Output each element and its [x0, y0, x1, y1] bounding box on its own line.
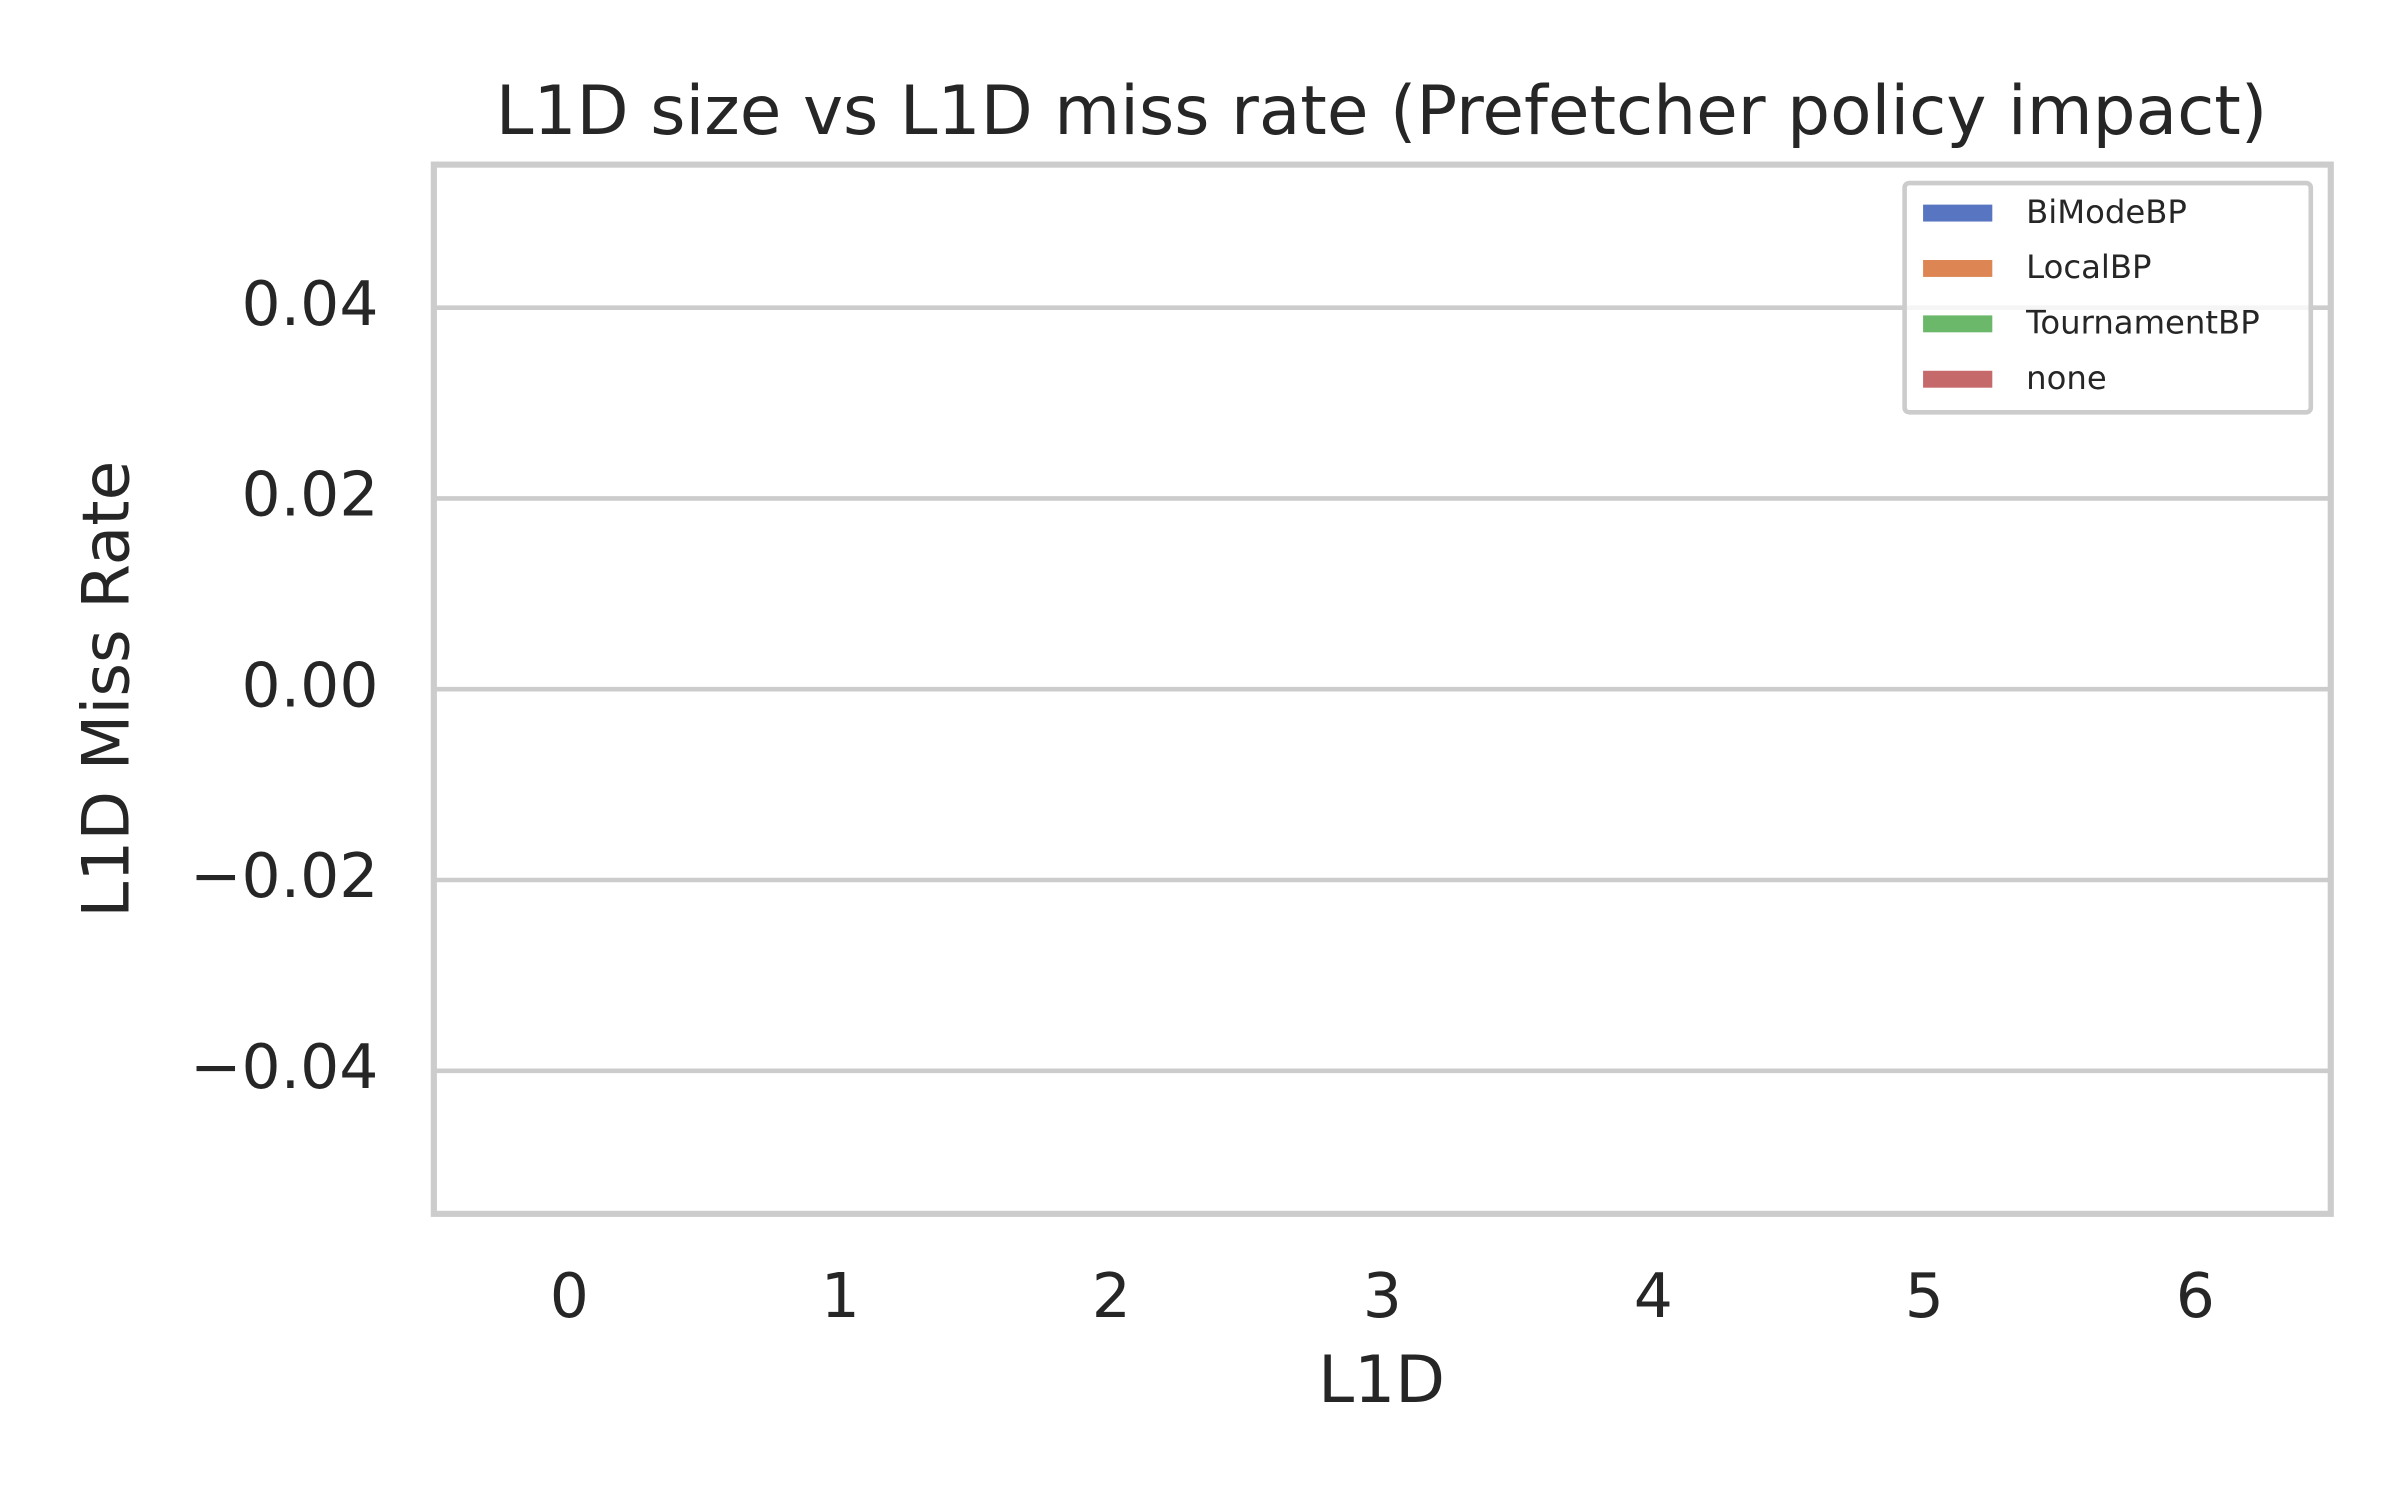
y-tick-label: 0.02 [241, 459, 378, 531]
chart-title: L1D size vs L1D miss rate (Prefetcher po… [496, 71, 2267, 150]
x-tick-label: 1 [821, 1260, 860, 1332]
y-tick-label: −0.04 [190, 1031, 379, 1103]
x-tick-label: 5 [1905, 1260, 1944, 1332]
y-tick-label: 0.00 [241, 649, 378, 721]
x-tick-label: 6 [2176, 1260, 2215, 1332]
legend-label: TournamentBP [2025, 304, 2260, 342]
y-tick-label: 0.04 [241, 268, 378, 340]
legend-swatch [1923, 260, 1993, 277]
legend-label: LocalBP [2026, 248, 2151, 286]
legend-swatch [1923, 315, 1993, 333]
x-tick-label: 4 [1634, 1260, 1673, 1332]
legend-label: BiModeBP [2026, 193, 2187, 231]
plot-frame [430, 161, 2334, 1217]
y-tick-label: −0.02 [190, 840, 379, 912]
x-tick-label: 2 [1092, 1260, 1131, 1332]
legend: BiModeBP LocalBP TournamentBP none [1902, 180, 2314, 415]
legend-swatch [1923, 204, 1993, 222]
legend-label: none [2026, 359, 2107, 397]
legend-swatch [1923, 370, 1993, 388]
x-tick-label: 3 [1363, 1260, 1402, 1332]
legend-box [1902, 180, 2314, 415]
y-axis-label: L1D Miss Rate [69, 461, 144, 918]
x-tick-label: 0 [550, 1260, 589, 1332]
x-axis-label: L1D [1318, 1343, 1445, 1418]
